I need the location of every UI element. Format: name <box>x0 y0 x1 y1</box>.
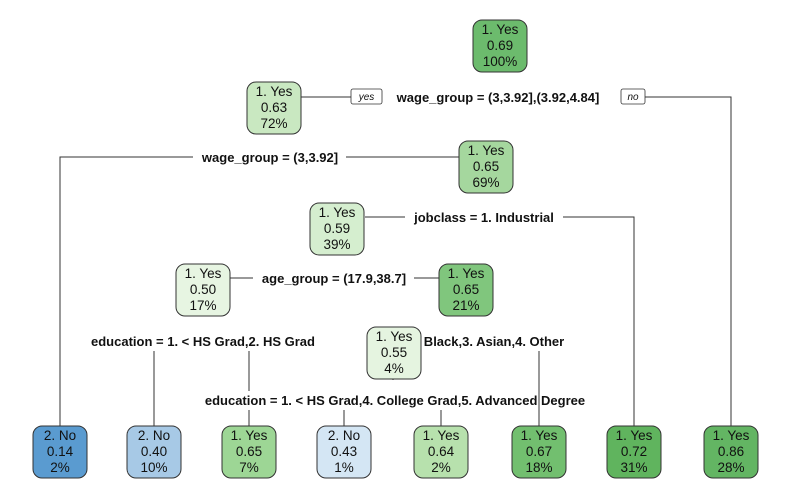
tree-node-l1: 2. No0.142% <box>32 425 88 479</box>
node-probability: 0.43 <box>331 444 357 459</box>
node-percent: 39% <box>323 237 350 252</box>
node-probability: 0.64 <box>428 444 455 459</box>
node-percent: 28% <box>717 460 744 475</box>
node-probability: 0.65 <box>236 444 262 459</box>
node-box <box>458 140 514 194</box>
node-class-label: 1. Yes <box>256 84 293 99</box>
split-label-education-hs: education = 1. < HS Grad,2. HS Grad <box>91 334 315 349</box>
node-percent: 2% <box>50 460 70 475</box>
node-percent: 31% <box>620 460 647 475</box>
node-box <box>472 19 528 73</box>
node-probability: 0.69 <box>487 38 513 53</box>
node-probability: 0.65 <box>473 159 499 174</box>
node-box <box>511 425 567 479</box>
split-label-wage-group-root: wage_group = (3,3.92],(3.92,4.84] <box>396 90 600 105</box>
node-class-label: 1. Yes <box>423 428 460 443</box>
node-percent: 10% <box>140 460 167 475</box>
yes-tag-label: yes <box>358 92 375 103</box>
node-probability: 0.65 <box>453 282 479 297</box>
node-class-label: 1. Yes <box>448 266 485 281</box>
node-percent: 18% <box>525 460 552 475</box>
split-label-wage-group: wage_group = (3,3.92] <box>201 150 338 165</box>
node-class-label: 1. Yes <box>376 329 413 344</box>
node-probability: 0.14 <box>47 444 74 459</box>
node-class-label: 1. Yes <box>468 143 505 158</box>
node-box <box>438 263 494 317</box>
node-box <box>246 81 302 135</box>
edge-root-right <box>645 96 732 426</box>
node-probability: 0.86 <box>718 444 744 459</box>
node-class-label: 2. No <box>328 428 360 443</box>
node-box <box>126 425 182 479</box>
node-box <box>413 425 469 479</box>
split-label-jobclass: jobclass = 1. Industrial <box>413 210 554 225</box>
node-percent: 4% <box>384 361 404 376</box>
node-percent: 1% <box>334 460 354 475</box>
node-percent: 72% <box>260 116 287 131</box>
node-probability: 0.55 <box>381 345 407 360</box>
node-class-label: 1. Yes <box>713 428 750 443</box>
tree-edges <box>59 96 732 426</box>
node-percent: 69% <box>472 175 499 190</box>
no-tag-label: no <box>627 92 639 103</box>
node-probability: 0.72 <box>621 444 647 459</box>
node-class-label: 1. Yes <box>521 428 558 443</box>
node-box <box>316 425 372 479</box>
node-box <box>32 425 88 479</box>
node-percent: 21% <box>452 298 479 313</box>
edge-n3-right <box>563 216 635 426</box>
node-percent: 17% <box>189 298 216 313</box>
no-tag: no <box>620 88 646 105</box>
node-box <box>175 263 231 317</box>
tree-node-l4: 2. No0.431% <box>316 425 372 479</box>
edge-n2-left <box>59 156 193 426</box>
node-percent: 2% <box>431 460 451 475</box>
node-box <box>366 326 422 380</box>
node-probability: 0.63 <box>261 100 287 115</box>
node-probability: 0.67 <box>526 444 552 459</box>
node-box <box>703 425 759 479</box>
node-probability: 0.50 <box>190 282 216 297</box>
split-label-education-college: education = 1. < HS Grad,4. College Grad… <box>205 393 585 408</box>
node-class-label: 1. Yes <box>616 428 653 443</box>
node-probability: 0.59 <box>324 221 350 236</box>
node-probability: 0.40 <box>141 444 167 459</box>
node-box <box>309 202 365 256</box>
node-class-label: 1. Yes <box>231 428 268 443</box>
yes-tag: yes <box>350 88 383 105</box>
node-class-label: 2. No <box>138 428 170 443</box>
node-class-label: 2. No <box>44 428 76 443</box>
split-label-age-group: age_group = (17.9,38.7] <box>262 271 406 286</box>
node-percent: 100% <box>483 54 518 69</box>
node-box <box>606 425 662 479</box>
node-box <box>221 425 277 479</box>
node-percent: 7% <box>239 460 259 475</box>
node-class-label: 1. Yes <box>482 22 519 37</box>
node-class-label: 1. Yes <box>185 266 222 281</box>
node-class-label: 1. Yes <box>319 205 356 220</box>
